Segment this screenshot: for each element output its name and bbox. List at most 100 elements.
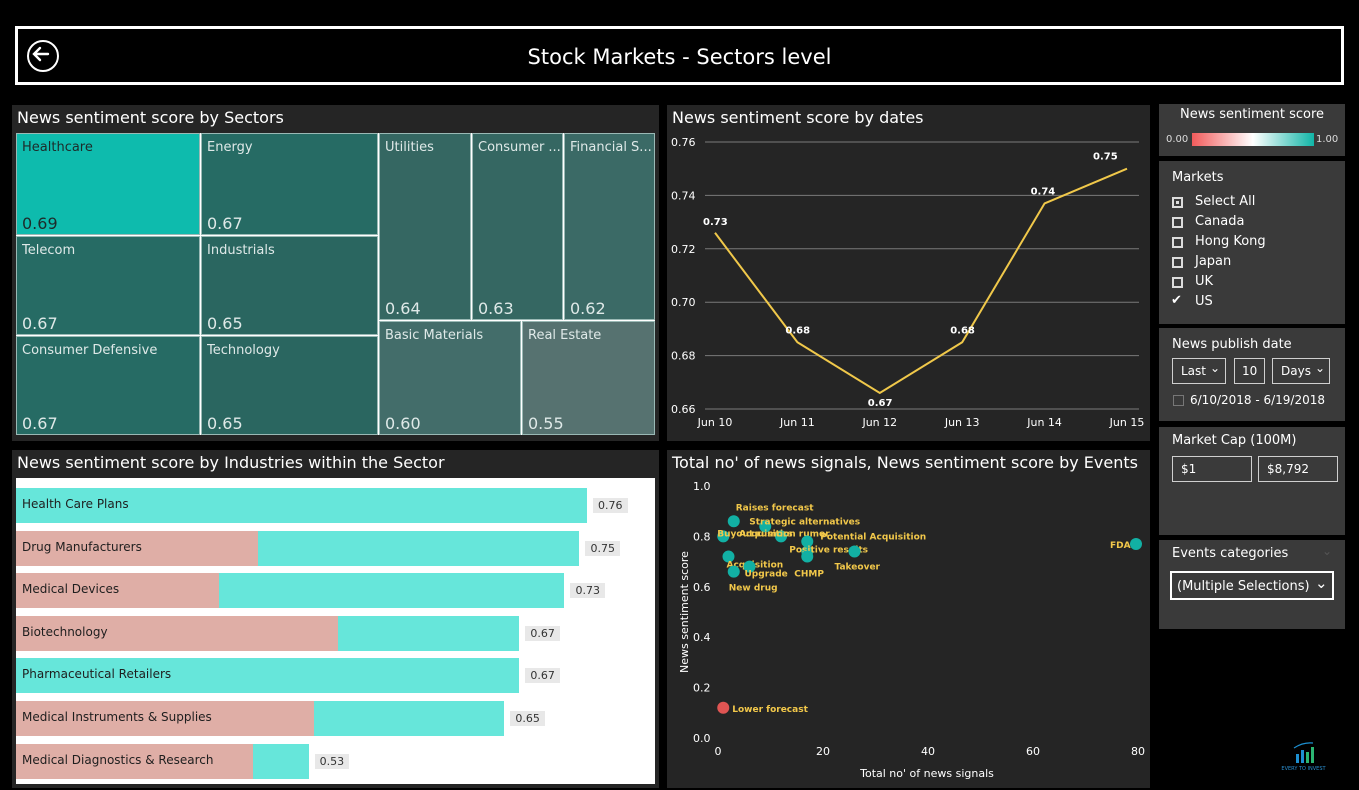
treemap-tile[interactable]: Consumer ... 0.63: [472, 133, 563, 320]
bar-category-label: Biotechnology: [22, 624, 108, 639]
market-cap-max-input[interactable]: $8,792: [1258, 456, 1338, 482]
market-cap-max-value: $8,792: [1267, 462, 1309, 476]
treemap-tile[interactable]: Utilities 0.64: [379, 133, 471, 320]
tile-label: Utilities: [385, 140, 434, 155]
point-label: Raises forecast: [736, 503, 814, 513]
x-tick-label: Jun 15: [1109, 416, 1145, 429]
data-label: 0.73: [703, 217, 728, 228]
tile-label: Telecom: [22, 243, 76, 258]
bar-category-label: Medical Devices: [22, 582, 120, 597]
market-cap-min-value: $1: [1181, 462, 1197, 476]
market-cap-min-input[interactable]: $1: [1172, 456, 1252, 482]
y-tick-label: 0.0: [693, 732, 711, 745]
tile-value: 0.62: [570, 299, 606, 318]
x-tick-label: 40: [921, 745, 935, 758]
treemap-tile[interactable]: Healthcare 0.69: [16, 133, 200, 235]
publish-mode-dropdown[interactable]: Last ⌄: [1172, 358, 1226, 384]
y-tick-label: 0.76: [671, 136, 696, 149]
publish-mode-value: Last: [1181, 364, 1206, 378]
data-label: 0.68: [785, 325, 810, 336]
events-categories-value: (Multiple Selections): [1177, 579, 1310, 594]
scatter-point: [722, 550, 735, 563]
calendar-icon[interactable]: [1173, 395, 1184, 406]
tile-value: 0.64: [385, 299, 421, 318]
checkbox-checked-icon[interactable]: ✔: [1171, 293, 1182, 308]
checkbox-icon[interactable]: [1172, 277, 1183, 288]
events-categories-slicer: Events categories ⌄ (Multiple Selections…: [1159, 540, 1345, 629]
scatter-point: [727, 515, 740, 528]
tile-label: Industrials: [207, 243, 275, 258]
y-tick-label: 0.74: [671, 189, 696, 202]
treemap-tile[interactable]: Telecom 0.67: [16, 236, 200, 335]
bar-row[interactable]: Biotechnology 0.67: [16, 615, 655, 651]
tile-value: 0.63: [478, 299, 514, 318]
bar-row[interactable]: Medical Devices 0.73: [16, 573, 655, 609]
dates-line-panel: News sentiment score by dates 0.76 0.74 0.…: [667, 105, 1150, 441]
treemap-tile[interactable]: Consumer Defensive 0.67: [16, 336, 200, 435]
legend-min: 0.00: [1166, 134, 1189, 145]
checkbox-icon[interactable]: [1172, 217, 1183, 228]
point-label: Acquisition rumor: [739, 529, 830, 539]
treemap-tile[interactable]: Financial S... 0.62: [564, 133, 655, 320]
treemap-tile[interactable]: Industrials 0.65: [201, 236, 378, 335]
point-label: CHMP: [794, 570, 824, 580]
back-arrow-icon[interactable]: [27, 40, 59, 72]
tile-label: Basic Materials: [385, 328, 484, 343]
market-option-label[interactable]: US: [1195, 294, 1213, 309]
scatter-point: [727, 565, 740, 578]
bar-row[interactable]: Medical Diagnostics & Research 0.53: [16, 743, 655, 779]
publish-unit-dropdown[interactable]: Days ⌄: [1272, 358, 1330, 384]
y-tick-label: 0.68: [671, 350, 696, 363]
scatter-point: [717, 701, 730, 714]
bar-row[interactable]: Drug Manufacturers 0.75: [16, 530, 655, 566]
tile-value: 0.55: [528, 414, 564, 433]
y-tick-label: 0.66: [671, 403, 696, 416]
market-option-label[interactable]: Japan: [1195, 254, 1232, 269]
markets-title: Markets: [1172, 170, 1224, 185]
page-title: Stock Markets - Sectors level: [527, 45, 832, 69]
treemap-tile[interactable]: Real Estate 0.55: [522, 321, 655, 435]
series-line: [714, 167, 1128, 395]
point-label: Strategic alternatives: [749, 517, 860, 527]
bar-row[interactable]: Health Care Plans 0.76: [16, 488, 655, 523]
checkbox-icon[interactable]: [1172, 197, 1183, 208]
dates-title: News sentiment score by dates: [672, 108, 924, 127]
chevron-down-icon: ⌄: [1322, 544, 1333, 558]
checkbox-icon[interactable]: [1172, 257, 1183, 268]
bar-value-label: 0.67: [525, 668, 560, 684]
treemap-tile[interactable]: Technology 0.65: [201, 336, 378, 435]
market-option-label[interactable]: UK: [1195, 274, 1214, 289]
industries-bar-panel: News sentiment score by Industries withi…: [12, 450, 659, 788]
legend-title: News sentiment score: [1179, 107, 1325, 122]
publish-count-input[interactable]: 10: [1234, 358, 1265, 384]
publish-date-range: 6/10/2018 - 6/19/2018: [1190, 393, 1326, 407]
tile-label: Consumer Defensive: [22, 343, 158, 358]
market-option-label[interactable]: Select All: [1195, 194, 1256, 209]
scatter-point: [1130, 537, 1142, 550]
point-label: Buyout rumors: [717, 529, 792, 539]
treemap-tile[interactable]: Energy 0.67: [201, 133, 378, 235]
checkbox-icon[interactable]: [1172, 237, 1183, 248]
y-tick-label: 1.0: [693, 480, 711, 493]
data-label: 0.68: [950, 325, 975, 336]
market-cap-title: Market Cap (100M): [1172, 433, 1297, 448]
bar-row[interactable]: Pharmaceutical Retailers 0.67: [16, 658, 655, 694]
market-option-label[interactable]: Canada: [1195, 214, 1245, 229]
scatter-point: [801, 550, 814, 563]
tile-value: 0.67: [22, 314, 58, 333]
events-categories-dropdown[interactable]: (Multiple Selections) ⌄: [1170, 571, 1334, 600]
point-label: New drug: [729, 584, 778, 594]
events-scatter-panel: Total no' of news signals, News sentimen…: [667, 450, 1150, 788]
bar-row[interactable]: Medical Instruments & Supplies 0.65: [16, 701, 655, 736]
bar-category-label: Pharmaceutical Retailers: [22, 667, 172, 682]
treemap-tile[interactable]: Basic Materials 0.60: [379, 321, 521, 435]
y-tick-label: 0.2: [693, 682, 711, 695]
market-option-label[interactable]: Hong Kong: [1195, 234, 1266, 249]
publish-date-slicer: News publish date Last ⌄ 10 Days ⌄ 6/10/…: [1159, 328, 1345, 421]
data-label: 0.74: [1031, 186, 1056, 197]
scatter-point: [717, 530, 730, 543]
bar-value-label: 0.65: [510, 711, 545, 726]
events-categories-title: Events categories: [1172, 546, 1289, 561]
tile-value: 0.60: [385, 414, 421, 433]
